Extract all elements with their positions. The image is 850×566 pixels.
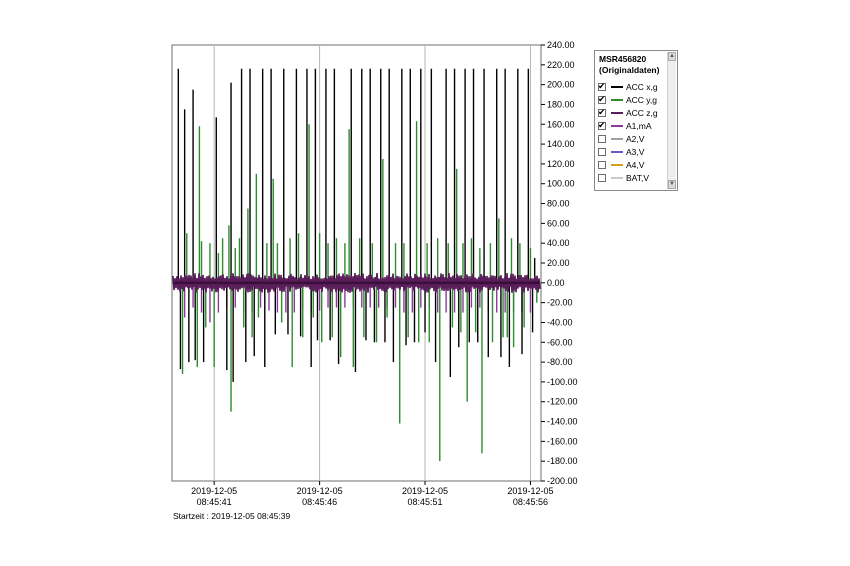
y-tick-label: 120.00	[547, 159, 575, 169]
legend-checkbox[interactable]	[598, 81, 606, 92]
y-tick-label: -120.00	[547, 397, 578, 407]
y-tick-label: 80.00	[547, 199, 570, 209]
legend-item[interactable]: A1,mA	[598, 120, 670, 131]
plot-area	[171, 44, 542, 482]
legend-label: ACC x,g	[626, 81, 658, 92]
legend-swatch	[611, 111, 623, 114]
y-tick-label: -40.00	[547, 317, 573, 327]
y-tick-label: 240.00	[547, 40, 575, 50]
legend-swatch	[611, 85, 623, 88]
legend-checkbox[interactable]	[598, 134, 606, 143]
y-tick-label: 220.00	[547, 60, 575, 70]
legend-label: BAT,V	[626, 172, 649, 183]
legend-item[interactable]: ACC x,g	[598, 81, 670, 92]
x-tick-label-date: 2019-12-05	[507, 486, 553, 496]
y-tick-label: -60.00	[547, 337, 573, 347]
legend-label: ACC y,g	[626, 94, 658, 105]
y-tick-label: -140.00	[547, 417, 578, 427]
y-tick-label: -100.00	[547, 377, 578, 387]
legend-swatch	[611, 98, 623, 101]
legend-scrollbar[interactable]: ▲ ▼	[667, 52, 676, 189]
y-axis: 240.00 220.00 200.00 180.00 160.00 140.00 120.…	[541, 40, 578, 486]
legend-checkbox[interactable]	[598, 107, 606, 118]
y-tick-label: 200.00	[547, 80, 575, 90]
start-time-label: Startzeit : 2019-12-05 08:45:39	[173, 511, 291, 521]
x-tick-label-date: 2019-12-05	[297, 486, 343, 496]
y-tick-label: -80.00	[547, 357, 573, 367]
y-tick-label: 20.00	[547, 258, 570, 268]
legend-checkbox[interactable]	[598, 160, 606, 169]
x-tick-label-time: 08:45:56	[513, 497, 548, 507]
legend-item[interactable]: ACC z,g	[598, 107, 670, 118]
scroll-down-icon[interactable]: ▼	[668, 180, 676, 189]
legend-item[interactable]: A2,V	[598, 133, 670, 144]
legend-swatch	[611, 176, 623, 179]
legend-checkbox[interactable]	[598, 173, 606, 182]
legend-item[interactable]: A3,V	[598, 146, 670, 157]
legend-label: A4,V	[626, 159, 645, 170]
legend-label: A2,V	[626, 133, 645, 144]
y-tick-label: -180.00	[547, 456, 578, 466]
y-tick-label: 160.00	[547, 119, 575, 129]
x-tick-label-time: 08:45:46	[302, 497, 337, 507]
y-tick-label: 0.00	[547, 278, 565, 288]
legend-label: A3,V	[626, 146, 645, 157]
legend-title-subtitle: (Originaldaten)	[599, 65, 660, 75]
y-tick-label: -20.00	[547, 298, 573, 308]
y-tick-label: -160.00	[547, 436, 578, 446]
legend-item[interactable]: A4,V	[598, 159, 670, 170]
legend-swatch	[611, 163, 623, 166]
legend-checkbox[interactable]	[598, 94, 606, 105]
legend-title-device: MSR456820	[599, 54, 647, 64]
legend-label: A1,mA	[626, 120, 652, 131]
x-tick-label-date: 2019-12-05	[191, 486, 237, 496]
x-tick-label-time: 08:45:51	[408, 497, 443, 507]
y-tick-label: 140.00	[547, 139, 575, 149]
x-tick-label-time: 08:45:41	[197, 497, 232, 507]
legend-label: ACC z,g	[626, 107, 658, 118]
y-tick-label: 100.00	[547, 179, 575, 189]
legend-swatch	[611, 137, 623, 140]
legend: MSR456820 (Originaldaten) ACC x,g ACC y,g…	[594, 50, 678, 191]
legend-checkbox[interactable]	[598, 120, 606, 131]
legend-title: MSR456820 (Originaldaten)	[599, 54, 659, 76]
x-axis: 2019-12-0508:45:412019-12-0508:45:462019…	[191, 481, 553, 507]
legend-item[interactable]: BAT,V	[598, 172, 670, 183]
legend-swatch	[611, 150, 623, 153]
scroll-up-icon[interactable]: ▲	[668, 52, 676, 61]
y-tick-label: 60.00	[547, 218, 570, 228]
series-acc-y-g	[181, 121, 538, 462]
y-tick-label: 40.00	[547, 238, 570, 248]
y-tick-label: -200.00	[547, 476, 578, 486]
series-acc-x-g	[177, 68, 536, 382]
legend-checkbox[interactable]	[598, 147, 606, 156]
x-tick-label-date: 2019-12-05	[402, 486, 448, 496]
y-tick-label: 180.00	[547, 99, 575, 109]
series-layer	[172, 68, 541, 462]
legend-item[interactable]: ACC y,g	[598, 94, 670, 105]
legend-swatch	[611, 124, 623, 127]
